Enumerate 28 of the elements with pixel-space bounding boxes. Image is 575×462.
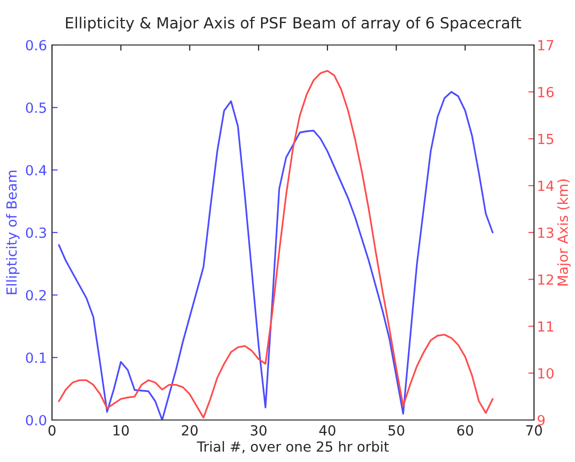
y2-tick-label: 11 bbox=[538, 321, 554, 332]
x-tick-label: 30 bbox=[250, 425, 266, 436]
x-tick-label: 70 bbox=[526, 425, 542, 436]
y-tick-label: 0.5 bbox=[26, 102, 46, 113]
y-tick-label: 0.0 bbox=[26, 414, 46, 426]
y-axis-title: Ellipticity of Beam bbox=[6, 170, 20, 294]
y-tick-label: 0.4 bbox=[26, 164, 46, 176]
y2-tick-label: 15 bbox=[538, 134, 554, 144]
x-tick-label: 10 bbox=[114, 425, 129, 436]
x-tick-label: 20 bbox=[182, 425, 198, 436]
y2-tick-label: 13 bbox=[538, 227, 554, 238]
y-tick-label: 0.3 bbox=[26, 227, 46, 238]
x-tick-label: 60 bbox=[457, 425, 474, 436]
y2-tick-label: 17 bbox=[538, 40, 554, 50]
y-tick-label: 0.6 bbox=[26, 40, 46, 50]
y-tick-label: 0.1 bbox=[26, 352, 46, 363]
y-tick-label: 0.2 bbox=[26, 290, 46, 300]
x-tick-label: 40 bbox=[319, 425, 336, 436]
x-axis-title: Trial #, over one 25 hr orbit bbox=[196, 441, 389, 454]
y2-axis-title: Major Axis (km) bbox=[557, 179, 571, 286]
x-tick-label: 50 bbox=[388, 425, 404, 436]
x-tick-label: 0 bbox=[48, 425, 56, 436]
y2-tick-label: 10 bbox=[538, 368, 554, 379]
y2-tick-label: 16 bbox=[538, 86, 554, 98]
chart-title: Ellipticity & Major Axis of PSF Beam of array of 6 Spacecraft bbox=[66, 16, 522, 32]
y2-tick-label: 9 bbox=[538, 414, 545, 426]
y2-tick-label: 12 bbox=[538, 274, 554, 285]
y2-tick-label: 14 bbox=[538, 180, 554, 191]
